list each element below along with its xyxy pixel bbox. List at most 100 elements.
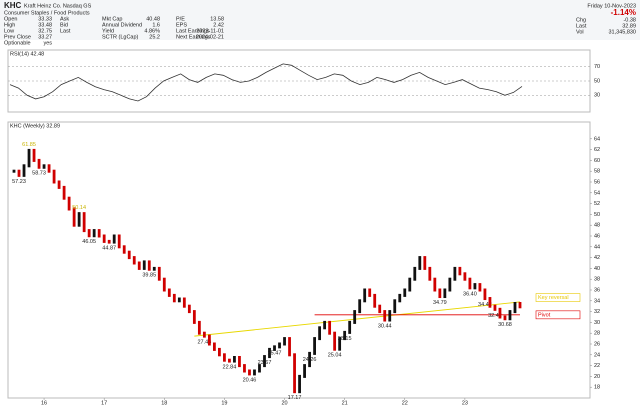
field-value: 25.2 bbox=[149, 34, 160, 40]
field-label: Ask bbox=[60, 16, 69, 22]
candle bbox=[338, 337, 342, 351]
y-tick-label: 70 bbox=[594, 64, 600, 70]
value-label: 50.14 bbox=[72, 205, 86, 211]
candle bbox=[192, 310, 196, 324]
rsi-line bbox=[9, 63, 523, 102]
candle bbox=[248, 369, 251, 376]
field-value: 2.42 bbox=[213, 22, 224, 28]
candle bbox=[97, 229, 101, 238]
annotation-box bbox=[535, 293, 581, 302]
y-tick-label: 38 bbox=[594, 277, 600, 283]
field-label: High bbox=[4, 22, 15, 28]
candle bbox=[333, 331, 337, 351]
candle bbox=[187, 304, 191, 314]
field-value: 33.27 bbox=[38, 34, 52, 40]
candle bbox=[348, 320, 352, 334]
candle bbox=[323, 320, 327, 330]
candle bbox=[177, 297, 181, 303]
field-label: Annual Dividend bbox=[102, 22, 142, 28]
value-label: 39.85 bbox=[142, 273, 156, 279]
value-label: 58.73 bbox=[32, 171, 46, 177]
value-label: 46.05 bbox=[82, 239, 96, 245]
candle bbox=[273, 345, 276, 351]
y-tick-label: 44 bbox=[594, 244, 600, 250]
y-tick-label: 46 bbox=[594, 233, 600, 239]
candle bbox=[167, 288, 171, 297]
candle bbox=[243, 364, 246, 373]
candle bbox=[238, 356, 241, 368]
candle bbox=[212, 342, 216, 351]
field-value: 1.6 bbox=[152, 22, 160, 28]
field-value: 40.48 bbox=[146, 16, 160, 22]
price-panel bbox=[7, 121, 591, 399]
candle bbox=[207, 334, 211, 346]
candle bbox=[498, 307, 502, 319]
candle bbox=[102, 234, 106, 243]
sector: Consumer Staples / Food Products bbox=[4, 10, 90, 16]
field-label: Bid bbox=[60, 22, 68, 28]
candle bbox=[47, 164, 51, 173]
candle bbox=[77, 212, 81, 227]
candle bbox=[328, 320, 332, 335]
field-label: EPS bbox=[176, 22, 187, 28]
candle bbox=[62, 185, 66, 200]
field-label: Last Earnings bbox=[176, 28, 210, 34]
x-tick-label: 17 bbox=[101, 400, 107, 406]
y-tick-label: 52 bbox=[594, 201, 600, 207]
candle bbox=[82, 212, 86, 233]
field-label: Last bbox=[576, 23, 587, 29]
x-tick-label: 16 bbox=[41, 400, 47, 406]
candle bbox=[72, 207, 76, 227]
candle bbox=[263, 355, 266, 368]
y-tick-label: 34 bbox=[594, 298, 600, 304]
candle bbox=[353, 310, 357, 324]
candle bbox=[223, 353, 226, 362]
field-value: 31,345,830 bbox=[608, 29, 636, 35]
candle bbox=[343, 330, 347, 341]
y-tick-label: 30 bbox=[594, 93, 600, 99]
header-bg bbox=[0, 0, 640, 40]
rsi-panel bbox=[7, 49, 591, 113]
value-label: 36.40 bbox=[463, 291, 477, 297]
candle bbox=[132, 256, 136, 265]
value-label: 34.79 bbox=[433, 300, 447, 306]
candle bbox=[152, 266, 156, 271]
candle bbox=[112, 234, 116, 244]
candle bbox=[468, 277, 472, 290]
candle bbox=[288, 337, 291, 357]
candle bbox=[278, 342, 281, 349]
field-label: Last bbox=[60, 28, 71, 34]
candle bbox=[308, 351, 311, 368]
y-tick-label: 40 bbox=[594, 266, 600, 272]
x-tick-label: 23 bbox=[462, 400, 468, 406]
y-tick-label: 56 bbox=[594, 179, 600, 185]
value-label: 17.17 bbox=[288, 395, 302, 401]
y-tick-label: 30 bbox=[594, 320, 600, 326]
y-tick-label: 58 bbox=[594, 169, 600, 175]
candle bbox=[418, 256, 422, 270]
candle bbox=[12, 169, 16, 173]
value-label: 20.46 bbox=[243, 377, 257, 383]
candle bbox=[453, 266, 457, 281]
candle bbox=[488, 297, 492, 308]
y-tick-label: 62 bbox=[594, 147, 600, 153]
x-tick-label: 21 bbox=[342, 400, 348, 406]
candle bbox=[202, 331, 206, 338]
candle bbox=[413, 266, 417, 281]
candle bbox=[172, 293, 176, 303]
candle bbox=[218, 347, 221, 357]
candle bbox=[428, 266, 432, 281]
candle bbox=[303, 364, 306, 378]
candle bbox=[368, 288, 372, 297]
field-value: 32.75 bbox=[38, 28, 52, 34]
candle bbox=[373, 293, 377, 308]
company: Kraft Heinz Co. Nasdaq GS bbox=[24, 3, 92, 9]
value-label: 44.87 bbox=[102, 246, 116, 252]
candle bbox=[127, 250, 131, 260]
value-label: 23.67 bbox=[258, 360, 272, 366]
y-tick-label: 50 bbox=[594, 212, 600, 218]
candle bbox=[473, 283, 477, 290]
candle bbox=[258, 364, 261, 373]
field-value: 33.33 bbox=[38, 16, 52, 22]
y-tick-label: 60 bbox=[594, 158, 600, 164]
